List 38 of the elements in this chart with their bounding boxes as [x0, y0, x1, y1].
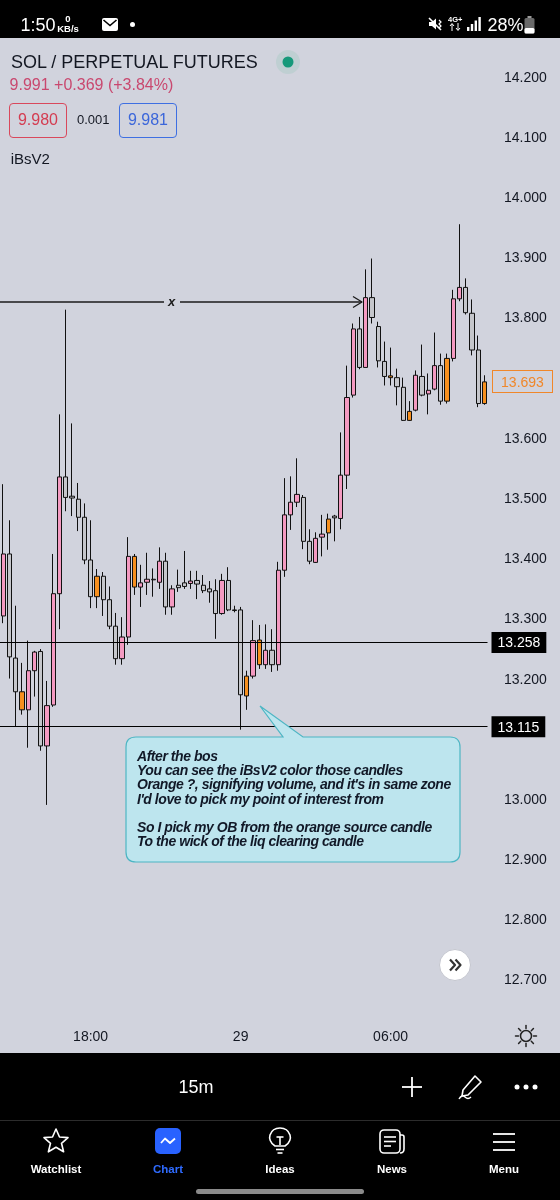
text: Watchlist	[29, 1163, 83, 1176]
y-tick-label: 14.200	[504, 68, 548, 85]
annotation: After the bos You can see the iBsV2 color those candles Orange ?, signifying volume, and it's in same zone I'd love to pick my point of interest from So I pick my OB from the orange source candle To the wick of the liq clearing candle	[137, 747, 451, 850]
chart-subtitle: 9.991 +0.369 (+3.84%)	[9, 75, 174, 93]
text: 15m	[178, 1077, 214, 1097]
text: News	[375, 1163, 408, 1176]
y-tick-label: 12.700	[504, 971, 548, 988]
annotation: iBsV2	[10, 149, 50, 167]
y-tick-label: 13.200	[504, 670, 548, 687]
y-tick-label: 14.100	[504, 128, 548, 145]
y-tick-label: 13.800	[504, 309, 548, 326]
annotation: 9.981	[127, 111, 169, 128]
annotation: x	[168, 293, 176, 309]
y-tick-label: 12.900	[504, 851, 548, 868]
y-tick-label: 13.000	[504, 790, 548, 807]
ref-line-label: 13.258	[497, 634, 541, 651]
y-tick-label: 13.600	[504, 429, 548, 446]
y-tick-label: 12.800	[504, 911, 548, 928]
y-tick-label: 13.400	[504, 550, 548, 567]
y-tick-label: 13.500	[504, 490, 548, 507]
x-tick-label: 29	[232, 1028, 249, 1045]
x-tick-label: 18:00	[73, 1028, 109, 1045]
y-tick-label: 13.900	[504, 249, 548, 266]
annotation: 0.001	[77, 112, 110, 127]
text: Ideas	[264, 1163, 296, 1176]
ref-line-label: 13.115	[497, 718, 540, 735]
y-tick-label: 13.300	[504, 610, 548, 627]
text: Chart	[152, 1163, 184, 1176]
text: 28%	[487, 15, 524, 36]
chart-title: SOL / PERPETUAL FUTURES	[11, 51, 258, 72]
x-tick-label: 06:00	[373, 1028, 409, 1045]
text: 1:50	[20, 15, 56, 36]
text: 0 KB/s	[57, 13, 79, 34]
candlestick	[376, 321, 381, 368]
annotation: 9.980	[17, 111, 59, 128]
y-tick-label: 14.000	[504, 189, 548, 206]
text: Menu	[488, 1163, 520, 1176]
text: 13.693	[501, 373, 544, 390]
